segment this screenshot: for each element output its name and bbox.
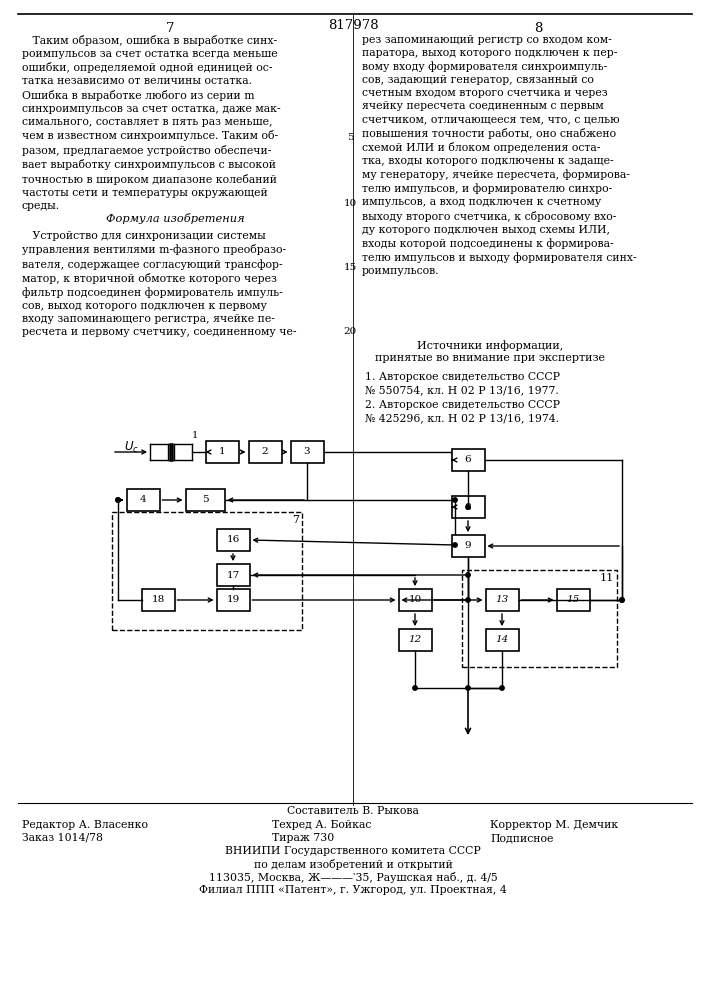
- Bar: [452, 535, 484, 557]
- Text: 4: 4: [140, 495, 146, 504]
- Text: Филиал ППП «Патент», г. Ужгород, ул. Проектная, 4: Филиал ППП «Патент», г. Ужгород, ул. Про…: [199, 885, 507, 895]
- Bar: [399, 629, 431, 651]
- Circle shape: [620, 598, 624, 602]
- Bar: [127, 489, 160, 511]
- Circle shape: [466, 505, 470, 509]
- Circle shape: [466, 598, 470, 602]
- Circle shape: [116, 498, 120, 502]
- Bar: [112, 512, 302, 630]
- Bar: [185, 489, 225, 511]
- Text: 9: 9: [464, 542, 472, 550]
- Text: 1. Авторское свидетельство СССР: 1. Авторское свидетельство СССР: [365, 372, 560, 382]
- Bar: [452, 449, 484, 471]
- Bar: [216, 589, 250, 611]
- Text: 6: 6: [464, 456, 472, 464]
- Text: Составитель В. Рыкова: Составитель В. Рыкова: [287, 806, 419, 816]
- Text: Тираж 730: Тираж 730: [272, 833, 334, 843]
- Text: по делам изобретений и открытий: по делам изобретений и открытий: [254, 859, 452, 870]
- Text: 8: 8: [534, 22, 542, 35]
- Text: 7: 7: [165, 22, 174, 35]
- Text: 8: 8: [464, 502, 472, 512]
- Text: 11: 11: [600, 573, 614, 583]
- Text: 16: 16: [226, 536, 240, 544]
- Circle shape: [466, 573, 470, 577]
- Text: 17: 17: [226, 570, 240, 580]
- Text: 19: 19: [226, 595, 240, 604]
- Text: 3: 3: [304, 448, 310, 456]
- Circle shape: [116, 498, 120, 502]
- Circle shape: [452, 543, 457, 547]
- Text: Заказ 1014/78: Заказ 1014/78: [22, 833, 103, 843]
- Text: 12: 12: [409, 636, 421, 645]
- Bar: [248, 441, 281, 463]
- Text: Техред А. Бойкас: Техред А. Бойкас: [272, 820, 371, 830]
- Bar: [216, 529, 250, 551]
- Text: принятые во внимание при экспертизе: принятые во внимание при экспертизе: [375, 353, 605, 363]
- Bar: [206, 441, 238, 463]
- Text: 5: 5: [346, 133, 354, 142]
- Bar: [486, 629, 518, 651]
- Bar: [452, 496, 484, 518]
- Bar: [486, 589, 518, 611]
- Circle shape: [500, 686, 504, 690]
- Text: 817978: 817978: [327, 19, 378, 32]
- Circle shape: [620, 598, 624, 602]
- Text: № 550754, кл. Н 02 Р 13/16, 1977.: № 550754, кл. Н 02 Р 13/16, 1977.: [365, 385, 559, 395]
- Text: 2. Авторское свидетельство СССР: 2. Авторское свидетельство СССР: [365, 400, 560, 410]
- Text: 10: 10: [409, 595, 421, 604]
- Circle shape: [466, 686, 470, 690]
- Text: 10: 10: [344, 198, 356, 208]
- Text: 7: 7: [292, 515, 299, 525]
- Text: 1: 1: [192, 431, 198, 440]
- Text: 20: 20: [344, 328, 356, 336]
- Text: Устройство для синхронизации системы
управления вентилями m-фазного преобразо-
в: Устройство для синхронизации системы упр…: [22, 231, 296, 337]
- Text: ВНИИПИ Государственного комитета СССР: ВНИИПИ Государственного комитета СССР: [225, 846, 481, 856]
- Text: 18: 18: [151, 595, 165, 604]
- Circle shape: [452, 498, 457, 502]
- Text: 15: 15: [344, 262, 356, 271]
- Text: Источники информации,: Источники информации,: [417, 340, 563, 351]
- Text: Корректор М. Демчик: Корректор М. Демчик: [490, 820, 618, 830]
- Bar: [141, 589, 175, 611]
- Text: 15: 15: [566, 595, 580, 604]
- Bar: [556, 589, 590, 611]
- Bar: [462, 570, 617, 667]
- Text: Таким образом, ошибка в выработке синх-
роимпульсов за счет остатка всегда меньш: Таким образом, ошибка в выработке синх- …: [22, 35, 281, 211]
- Bar: [399, 589, 431, 611]
- Text: 2: 2: [262, 448, 269, 456]
- Bar: [291, 441, 324, 463]
- Text: Редактор А. Власенко: Редактор А. Власенко: [22, 820, 148, 830]
- Text: рез запоминающий регистр со входом ком-
паратора, выход которого подключен к пер: рез запоминающий регистр со входом ком- …: [362, 35, 636, 276]
- Circle shape: [413, 686, 417, 690]
- Text: 1: 1: [218, 448, 226, 456]
- Text: $U_c$: $U_c$: [124, 439, 139, 455]
- Text: 113035, Москва, Ж———‵35, Раушская наб., д. 4/5: 113035, Москва, Ж———‵35, Раушская наб., …: [209, 872, 498, 883]
- Text: № 425296, кл. Н 02 Р 13/16, 1974.: № 425296, кл. Н 02 Р 13/16, 1974.: [365, 413, 559, 423]
- Text: Подписное: Подписное: [490, 833, 554, 843]
- Text: Формула изобретения: Формула изобретения: [105, 213, 245, 224]
- Text: 5: 5: [201, 495, 209, 504]
- Text: 14: 14: [496, 636, 508, 645]
- Text: 13: 13: [496, 595, 508, 604]
- Bar: [216, 564, 250, 586]
